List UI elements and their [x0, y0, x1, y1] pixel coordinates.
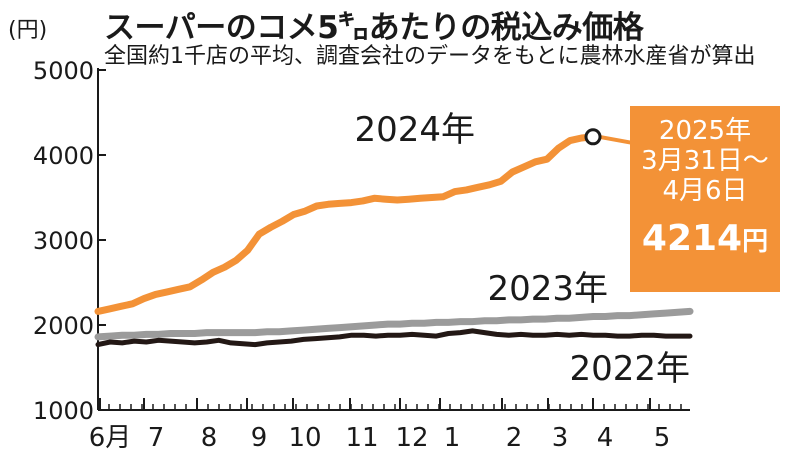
x-tick-label: 12	[395, 423, 428, 453]
series-2022-line	[95, 328, 693, 348]
chart-title: スーパーのコメ5㌔あたりの税込み価格	[104, 10, 644, 46]
latest-value-callout: 2025年 3月31日～ 4月6日 4214円	[630, 106, 780, 292]
y-tick-label: 2000	[33, 312, 94, 340]
chart-axes	[97, 68, 690, 411]
x-tick-label: 2	[506, 423, 523, 453]
series-2024-label: 2024年	[354, 110, 475, 150]
callout-box	[630, 106, 780, 292]
callout-date-line-1: 2025年	[658, 116, 752, 146]
callout-date-line-3: 4月6日	[662, 176, 748, 206]
callout-connector	[598, 134, 633, 145]
x-tick-label: 11	[345, 423, 378, 453]
series-2024-line	[94, 133, 597, 315]
callout-value-unit: 円	[742, 227, 769, 257]
x-tick-label: 5	[654, 423, 671, 453]
x-tick-label: 3	[552, 423, 569, 453]
y-tick-label: 5000	[33, 57, 94, 85]
y-tick-label: 4000	[33, 142, 94, 170]
chart-subtitle: 全国約1千店の平均、調査会社のデータをもとに農林水産省が算出	[104, 44, 756, 69]
series-2022-label: 2022年	[569, 349, 690, 389]
latest-point-marker	[584, 128, 602, 146]
series-2023-line	[94, 307, 694, 341]
callout-value-number: 4214	[641, 218, 743, 259]
y-tick-label: 3000	[33, 227, 94, 255]
callout-date-line-2: 3月31日～	[641, 146, 769, 176]
callout-date: 2025年 3月31日～ 4月6日	[630, 116, 780, 206]
callout-value: 4214円	[630, 218, 780, 259]
x-tick-label: 6月	[89, 423, 132, 453]
x-tick-label: 4	[597, 423, 614, 453]
x-tick-label: 8	[201, 423, 218, 453]
series-2023-label: 2023年	[487, 269, 608, 309]
x-tick-label: 10	[288, 423, 321, 453]
x-tick-label: 9	[251, 423, 268, 453]
y-axis-unit: (円)	[8, 18, 48, 43]
chart-series	[94, 106, 780, 348]
y-tick-label: 1000	[33, 397, 94, 425]
x-tick-label: 1	[444, 423, 461, 453]
x-tick-label: 7	[148, 423, 165, 453]
